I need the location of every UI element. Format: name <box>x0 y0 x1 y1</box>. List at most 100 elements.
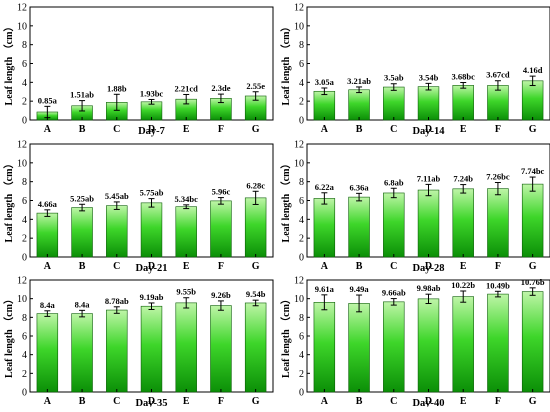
bar <box>417 86 440 121</box>
y-tick-label: 0 <box>299 388 304 399</box>
data-label: 3.68bc <box>452 72 476 82</box>
bar <box>487 188 509 258</box>
bar <box>140 202 163 258</box>
x-tick-label: B <box>356 124 363 135</box>
x-axis-label: Day-28 <box>412 263 444 274</box>
data-label: 6.22a <box>315 182 335 192</box>
y-tick-label: 10 <box>294 158 304 169</box>
y-tick-label: 4 <box>22 350 27 361</box>
bar <box>313 198 336 258</box>
bar <box>244 302 267 393</box>
x-tick-label: E <box>183 124 190 135</box>
x-tick-label: G <box>529 261 537 272</box>
data-label: 1.88b <box>107 83 127 93</box>
y-tick-label: 2 <box>22 234 27 245</box>
x-tick-label: B <box>79 396 86 407</box>
x-tick-label: D <box>148 124 155 135</box>
data-label: 3.05a <box>315 77 335 87</box>
bar <box>313 302 336 393</box>
bar <box>383 192 405 258</box>
bar <box>140 305 163 393</box>
bar <box>521 291 544 393</box>
data-label: 9.55b <box>176 287 196 297</box>
x-tick-label: C <box>113 124 120 135</box>
x-tick-label: E <box>183 261 190 272</box>
data-label: 6.28c <box>246 180 265 190</box>
bar <box>452 296 474 393</box>
data-label: 7.74bc <box>521 166 545 176</box>
y-tick-label: 2 <box>22 97 27 108</box>
x-axis-label: Day-7 <box>138 126 165 137</box>
data-label: 9.54b <box>246 289 266 299</box>
bar <box>36 212 59 258</box>
x-tick-label: D <box>425 124 432 135</box>
y-axis-label: Leaf length （cm） <box>279 294 292 378</box>
bar <box>210 200 232 258</box>
data-label: 5.75ab <box>140 188 164 198</box>
bar <box>417 298 440 393</box>
data-label: 7.26bc <box>486 172 510 182</box>
x-tick-label: D <box>148 396 155 407</box>
y-tick-label: 0 <box>299 116 304 127</box>
x-tick-label: C <box>113 396 120 407</box>
y-axis-label: Leaf length （cm） <box>2 294 15 378</box>
y-tick-label: 8 <box>299 177 304 188</box>
bar <box>383 301 405 393</box>
x-tick-label: A <box>321 124 329 135</box>
y-axis-label: Leaf length （cm） <box>279 159 292 243</box>
y-tick-label: 4 <box>22 215 27 226</box>
x-tick-label: G <box>252 261 260 272</box>
bar <box>487 293 509 393</box>
y-tick-label: 4 <box>22 78 27 89</box>
x-tick-label: C <box>390 124 397 135</box>
x-tick-label: A <box>321 396 329 407</box>
data-label: 2.21cd <box>175 83 199 93</box>
data-label: 9.98ab <box>417 283 441 293</box>
y-tick-label: 4 <box>299 78 304 89</box>
data-label: 2.3de <box>211 83 230 93</box>
y-tick-label: 6 <box>299 332 304 343</box>
y-axis-label: Leaf length （cm） <box>2 22 15 106</box>
y-tick-label: 8 <box>22 177 27 188</box>
y-tick-label: 6 <box>299 59 304 70</box>
y-tick-label: 0 <box>22 388 27 399</box>
data-label: 5.45ab <box>105 191 129 201</box>
x-tick-label: C <box>390 261 397 272</box>
y-tick-label: 4 <box>299 215 304 226</box>
data-label: 10.22b <box>451 280 475 290</box>
data-label: 9.49a <box>350 284 370 294</box>
y-tick-label: 12 <box>294 276 304 287</box>
data-label: 7.11ab <box>417 173 441 183</box>
bar <box>348 89 370 121</box>
x-tick-label: D <box>148 261 155 272</box>
y-tick-label: 6 <box>22 196 27 207</box>
y-tick-label: 6 <box>299 196 304 207</box>
bar <box>106 309 128 393</box>
data-label: 8.4a <box>75 299 91 309</box>
data-label: 1.51ab <box>70 90 94 100</box>
x-tick-label: D <box>425 261 432 272</box>
x-tick-label: C <box>113 261 120 272</box>
x-tick-label: F <box>218 396 224 407</box>
y-tick-label: 0 <box>299 253 304 264</box>
y-tick-label: 6 <box>22 332 27 343</box>
x-tick-label: G <box>252 396 260 407</box>
bar <box>452 85 474 121</box>
bar <box>106 205 128 258</box>
data-label: 3.67cd <box>486 70 510 80</box>
y-tick-label: 10 <box>294 294 304 305</box>
y-tick-label: 12 <box>17 3 27 14</box>
y-axis-label: Leaf length （cm） <box>2 159 15 243</box>
x-tick-label: F <box>218 261 224 272</box>
x-tick-label: A <box>44 396 52 407</box>
x-tick-label: B <box>79 261 86 272</box>
x-tick-label: B <box>79 124 86 135</box>
y-tick-label: 2 <box>299 369 304 380</box>
x-tick-label: C <box>390 396 397 407</box>
data-label: 4.66a <box>38 199 58 209</box>
bar <box>36 313 59 393</box>
y-tick-label: 8 <box>299 313 304 324</box>
